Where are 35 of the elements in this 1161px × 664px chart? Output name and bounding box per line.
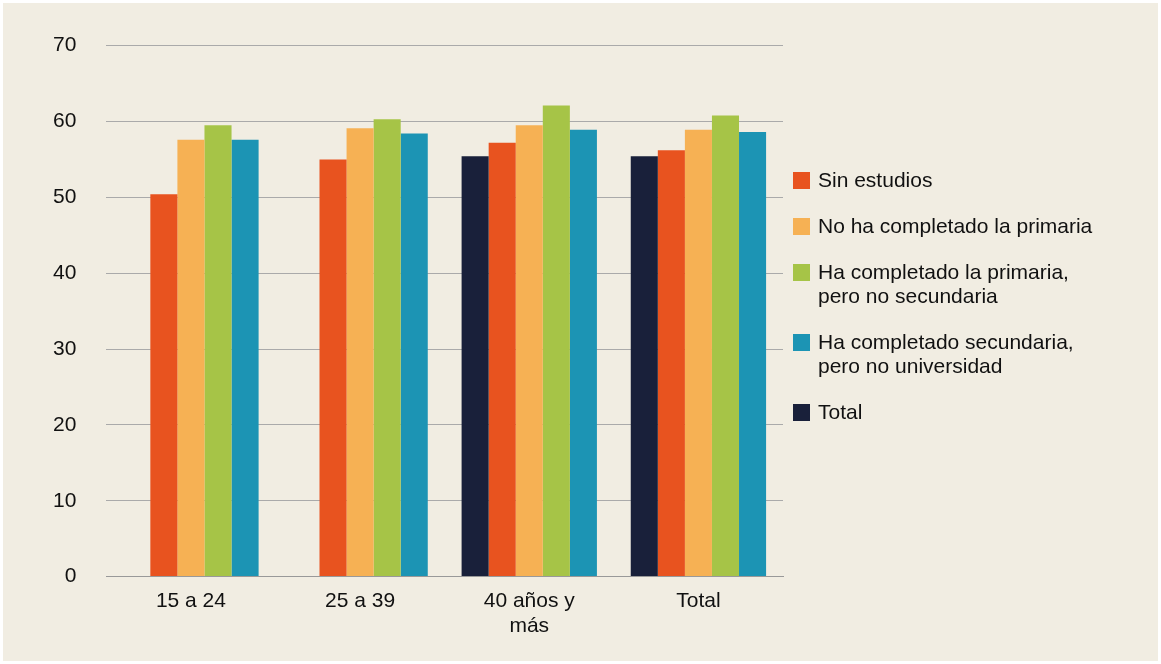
x-tick-label: 15 a 24 <box>155 588 227 611</box>
y-tick-label: 10 <box>53 487 77 511</box>
bar <box>231 139 259 577</box>
bar <box>373 119 401 577</box>
bar <box>739 132 767 577</box>
bar <box>515 125 543 577</box>
y-tick-label: 70 <box>53 32 77 56</box>
bar <box>400 133 428 577</box>
bar <box>569 129 597 577</box>
bar <box>542 105 570 577</box>
bar <box>657 150 685 577</box>
bar <box>684 129 712 577</box>
legend-label: Sin estudios <box>818 168 934 192</box>
y-tick-label: 60 <box>53 108 77 132</box>
x-tick-label: 25 a 39 <box>325 588 396 611</box>
legend-label: Ha completado secundaria, pero no universidad <box>818 330 1075 378</box>
y-tick-label: 30 <box>53 335 77 359</box>
bar <box>204 125 232 577</box>
bar <box>461 156 489 577</box>
bar <box>630 156 658 577</box>
y-tick-label: 40 <box>53 259 77 283</box>
y-tick-label: 0 <box>64 563 77 587</box>
x-tick-label: 40 años y más <box>483 588 576 637</box>
legend-label: Total <box>818 400 864 424</box>
bar <box>346 128 374 577</box>
x-tick-label: Total <box>676 588 721 611</box>
bar <box>177 139 205 577</box>
y-tick-label: 20 <box>53 411 77 435</box>
bar <box>150 194 178 577</box>
bar <box>319 159 347 577</box>
bar <box>711 115 740 577</box>
y-tick-label: 50 <box>53 184 77 208</box>
legend-label: No ha completado la primaria <box>818 214 1094 238</box>
legend-label: Ha completado la primaria, pero no secundaria <box>818 260 1070 308</box>
bar <box>488 142 516 577</box>
